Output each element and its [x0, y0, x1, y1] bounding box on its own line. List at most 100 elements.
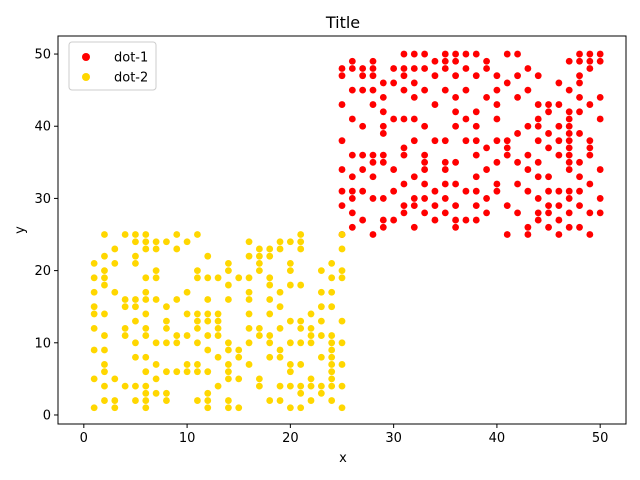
data-point [462, 115, 470, 123]
data-point [596, 50, 604, 58]
data-point [462, 216, 470, 224]
data-point [576, 130, 583, 137]
data-point [142, 231, 150, 238]
data-point [173, 296, 181, 303]
data-point [596, 115, 604, 123]
data-point [297, 382, 305, 390]
data-point [503, 79, 511, 87]
data-point [472, 122, 480, 130]
legend-label: dot-1 [114, 51, 148, 66]
data-point [565, 195, 573, 202]
data-point [586, 180, 594, 188]
data-point [503, 50, 511, 58]
data-point [338, 72, 346, 80]
data-point [297, 361, 305, 368]
data-point [514, 50, 521, 58]
data-point [328, 274, 336, 282]
data-point [359, 216, 367, 224]
data-point [338, 382, 346, 390]
data-point [266, 397, 274, 404]
data-point [359, 151, 367, 159]
data-point [266, 353, 274, 361]
data-point [576, 202, 583, 210]
data-point [576, 50, 583, 58]
data-point [400, 202, 408, 210]
data-point [245, 252, 253, 260]
data-point [317, 353, 325, 361]
data-point [245, 310, 253, 318]
data-point [483, 166, 490, 173]
data-point [286, 238, 294, 246]
data-point [369, 65, 377, 72]
data-point [524, 122, 532, 130]
data-point [245, 288, 253, 296]
data-point [338, 202, 346, 210]
data-point [390, 166, 398, 173]
data-point [152, 238, 160, 246]
data-point [534, 173, 542, 181]
data-point [400, 180, 408, 188]
data-point [225, 361, 232, 368]
data-point [565, 187, 573, 195]
data-point [90, 324, 98, 332]
data-point [225, 375, 232, 383]
data-point [472, 50, 480, 58]
data-point [204, 389, 212, 397]
data-point [204, 274, 212, 282]
data-point [235, 375, 243, 383]
data-point [555, 151, 563, 159]
data-point [266, 281, 274, 289]
x-tick-label: 20 [282, 431, 299, 446]
x-tick-label: 0 [80, 431, 88, 446]
data-point [545, 209, 552, 217]
data-point [534, 72, 542, 80]
data-point [410, 65, 418, 72]
data-point [101, 310, 108, 318]
data-point [338, 339, 346, 347]
data-point [359, 65, 367, 72]
data-point [379, 158, 387, 166]
data-point [410, 93, 418, 101]
data-point [255, 267, 263, 274]
data-point [441, 166, 449, 173]
data-point [163, 324, 170, 332]
data-point [369, 101, 377, 108]
data-point [576, 187, 583, 195]
data-point [421, 158, 429, 166]
data-point [317, 288, 325, 296]
data-point [142, 324, 150, 332]
data-point [101, 361, 108, 368]
data-point [214, 310, 222, 318]
data-point [111, 404, 119, 412]
data-point [183, 238, 191, 246]
data-point [472, 173, 480, 181]
data-point [90, 303, 98, 311]
data-point [565, 223, 573, 231]
data-point [359, 166, 367, 173]
data-point [245, 296, 253, 303]
data-point [514, 72, 521, 80]
plot-frame [57, 35, 627, 425]
data-point [132, 238, 139, 246]
data-point [369, 195, 377, 202]
data-point [183, 310, 191, 318]
data-point [152, 389, 160, 397]
data-point [163, 238, 170, 246]
data-point [576, 158, 583, 166]
data-point [266, 339, 274, 347]
data-point [225, 296, 232, 303]
data-point [101, 382, 108, 390]
data-point [142, 397, 150, 404]
data-point [431, 216, 439, 224]
data-point [369, 57, 377, 65]
data-point [596, 209, 604, 217]
data-point [194, 339, 201, 347]
data-point [163, 339, 170, 347]
data-point [142, 332, 150, 339]
data-point [204, 296, 212, 303]
data-point [286, 368, 294, 376]
data-point [576, 72, 583, 80]
data-point [586, 144, 594, 152]
data-point [338, 137, 346, 145]
data-point [307, 332, 315, 339]
